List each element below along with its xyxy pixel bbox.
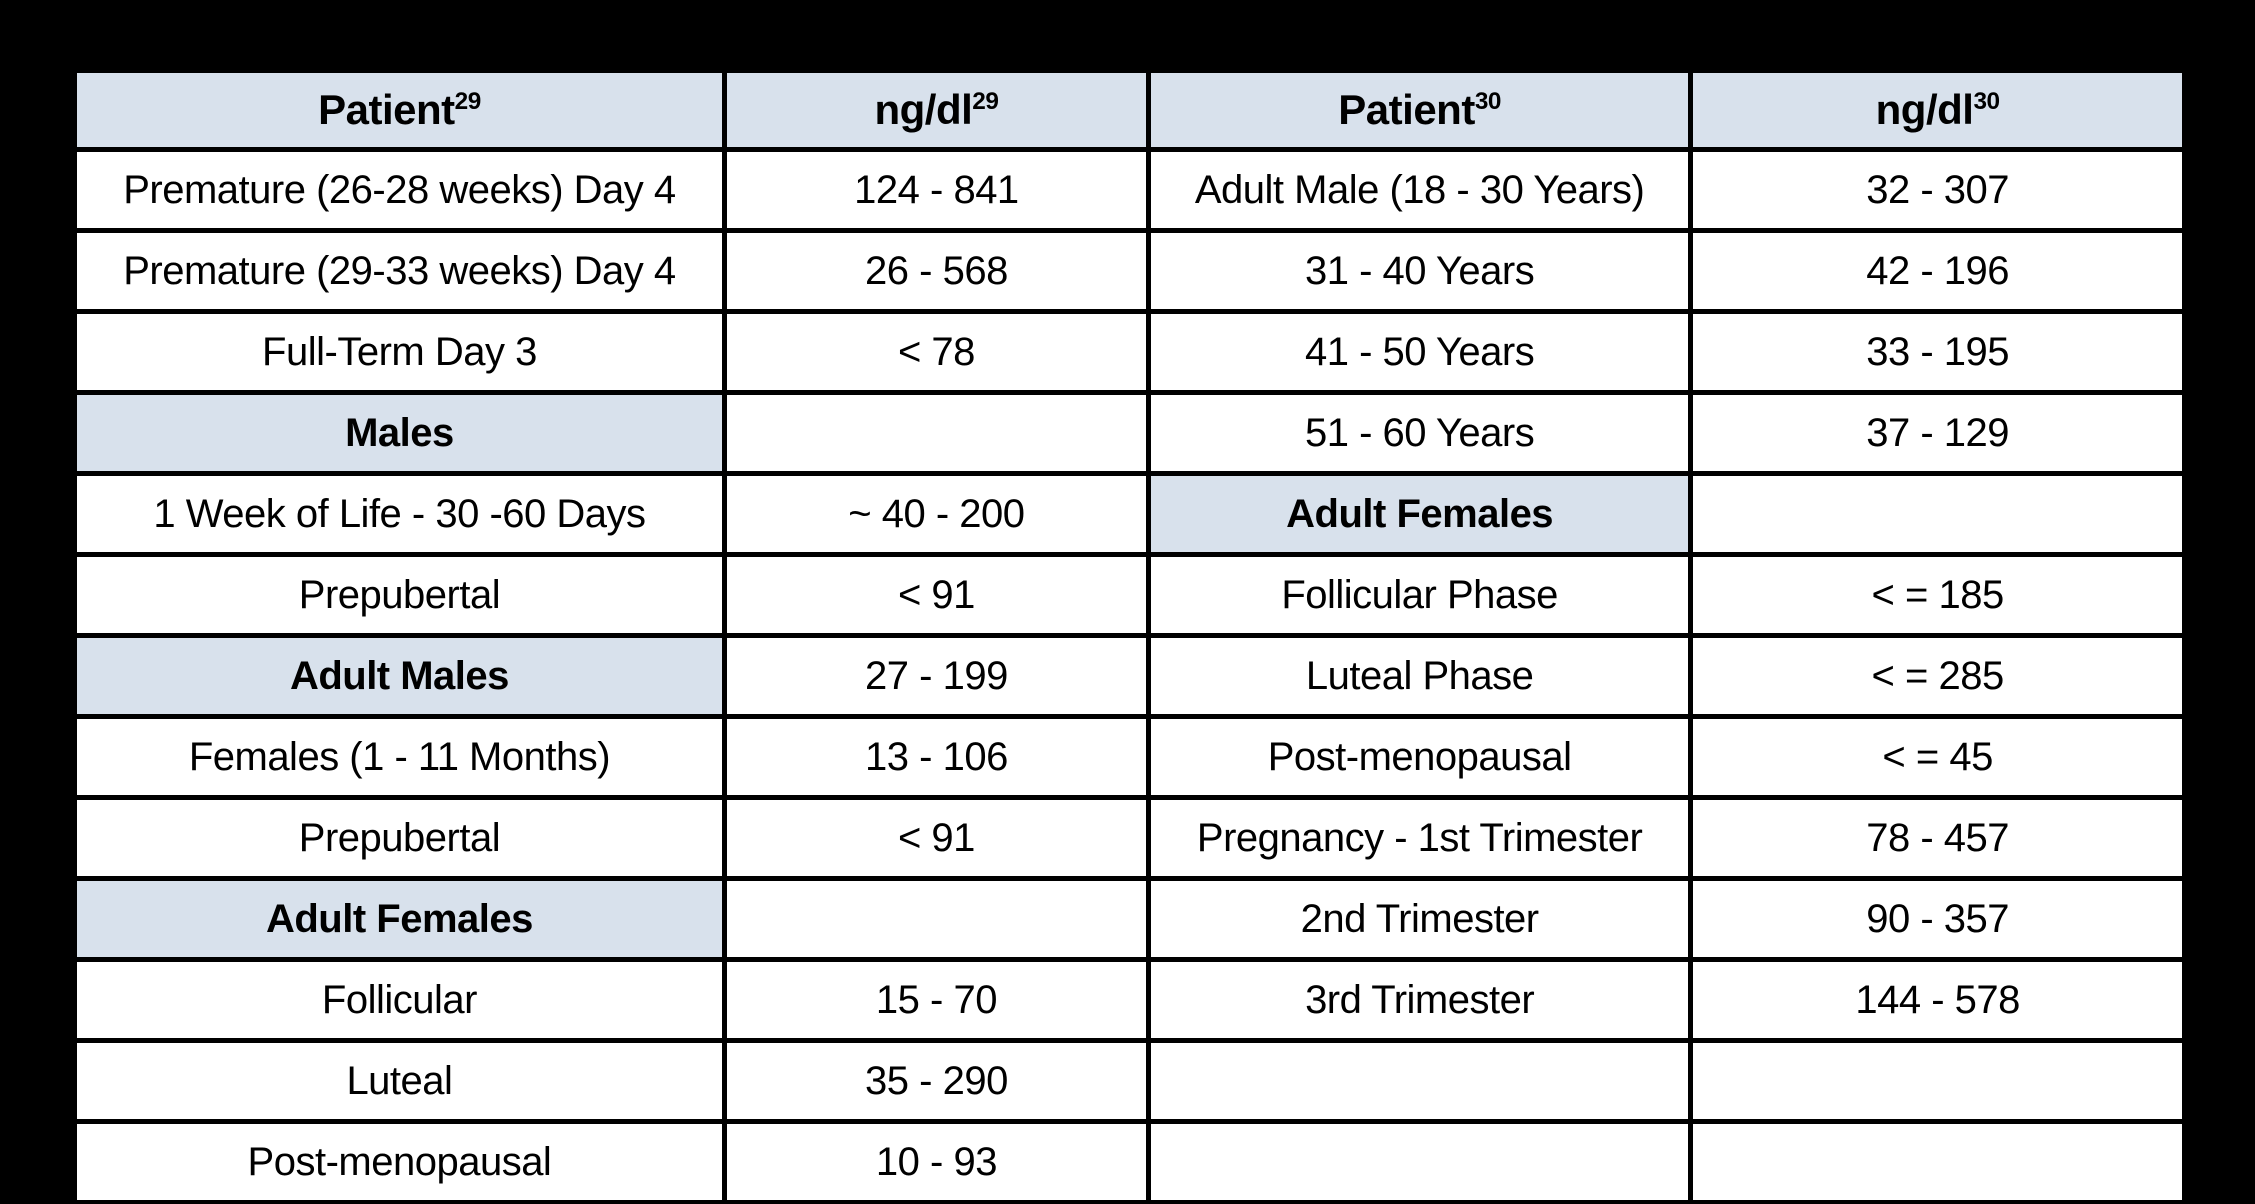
- col-header-ngdl-29-label: ng/dl: [874, 86, 973, 133]
- col-header-ngdl-30-label: ng/dl: [1875, 86, 1974, 133]
- footnote-ref-30: 30: [1474, 88, 1502, 115]
- patient-cell: 3rd Trimester: [1145, 957, 1694, 1043]
- col-header-ngdl-29: ng/dl29: [721, 68, 1151, 152]
- patient-cell: Premature (26-28 weeks) Day 4: [72, 147, 727, 233]
- value-cell: 15 - 70: [721, 957, 1151, 1043]
- section-header-cell-adult-males: Adult Males: [72, 633, 727, 719]
- value-cell: < 91: [721, 552, 1151, 638]
- patient-cell: 1 Week of Life - 30 -60 Days: [72, 471, 727, 557]
- section-header-cell-adult-females-left: Adult Females: [72, 876, 727, 962]
- table-row: Premature (26-28 weeks) Day 4 124 - 841 …: [72, 147, 2187, 233]
- value-cell: 42 - 196: [1688, 228, 2187, 314]
- value-cell: 124 - 841: [721, 147, 1151, 233]
- section-header-cell-males: Males: [72, 390, 727, 476]
- value-cell: 26 - 568: [721, 228, 1151, 314]
- col-header-patient-29-label: Patient: [318, 86, 455, 133]
- value-cell: < = 185: [1688, 552, 2187, 638]
- table-row: Post-menopausal 10 - 93: [72, 1119, 2187, 1204]
- patient-cell: 41 - 50 Years: [1145, 309, 1694, 395]
- table-row: Full-Term Day 3 < 78 41 - 50 Years 33 - …: [72, 309, 2187, 395]
- col-header-patient-30: Patient30: [1145, 68, 1694, 152]
- value-cell: [721, 390, 1151, 476]
- table-row: Adult Males 27 - 199 Luteal Phase < = 28…: [72, 633, 2187, 719]
- patient-cell: Prepubertal: [72, 552, 727, 638]
- value-cell: [1688, 1038, 2187, 1124]
- patient-cell: 31 - 40 Years: [1145, 228, 1694, 314]
- table-row: 1 Week of Life - 30 -60 Days ~ 40 - 200 …: [72, 471, 2187, 557]
- value-cell: < = 285: [1688, 633, 2187, 719]
- table-row: Males 51 - 60 Years 37 - 129: [72, 390, 2187, 476]
- value-cell: [721, 876, 1151, 962]
- value-cell: < 91: [721, 795, 1151, 881]
- patient-cell: [1145, 1119, 1694, 1204]
- patient-cell: Females (1 - 11 Months): [72, 714, 727, 800]
- value-cell: < = 45: [1688, 714, 2187, 800]
- table-row: Luteal 35 - 290: [72, 1038, 2187, 1124]
- value-cell: 13 - 106: [721, 714, 1151, 800]
- patient-cell: 2nd Trimester: [1145, 876, 1694, 962]
- table-row: Adult Females 2nd Trimester 90 - 357: [72, 876, 2187, 962]
- section-header-cell-adult-females-right: Adult Females: [1145, 471, 1694, 557]
- value-cell: 33 - 195: [1688, 309, 2187, 395]
- testosterone-reference-table: Patient29 ng/dl29 Patient30 ng/dl30 Prem…: [72, 68, 2187, 1204]
- col-header-patient-30-label: Patient: [1338, 86, 1475, 133]
- patient-cell: Adult Male (18 - 30 Years): [1145, 147, 1694, 233]
- value-cell: [1688, 471, 2187, 557]
- value-cell: 78 - 457: [1688, 795, 2187, 881]
- value-cell: 144 - 578: [1688, 957, 2187, 1043]
- footnote-ref-29: 29: [972, 88, 999, 115]
- patient-cell: Luteal: [72, 1038, 727, 1124]
- value-cell: ~ 40 - 200: [721, 471, 1151, 557]
- patient-cell: Full-Term Day 3: [72, 309, 727, 395]
- patient-cell: Follicular: [72, 957, 727, 1043]
- value-cell: 10 - 93: [721, 1119, 1151, 1204]
- table-row: Females (1 - 11 Months) 13 - 106 Post-me…: [72, 714, 2187, 800]
- table-row: Prepubertal < 91 Pregnancy - 1st Trimest…: [72, 795, 2187, 881]
- patient-cell: Pregnancy - 1st Trimester: [1145, 795, 1694, 881]
- value-cell: 37 - 129: [1688, 390, 2187, 476]
- table-row: Prepubertal < 91 Follicular Phase < = 18…: [72, 552, 2187, 638]
- value-cell: [1688, 1119, 2187, 1204]
- value-cell: 90 - 357: [1688, 876, 2187, 962]
- value-cell: < 78: [721, 309, 1151, 395]
- col-header-patient-29: Patient29: [72, 68, 727, 152]
- patient-cell: Luteal Phase: [1145, 633, 1694, 719]
- footnote-ref-30: 30: [1973, 88, 2000, 115]
- footnote-ref-29: 29: [454, 88, 482, 115]
- value-cell: 27 - 199: [721, 633, 1151, 719]
- patient-cell: Post-menopausal: [72, 1119, 727, 1204]
- value-cell: 35 - 290: [721, 1038, 1151, 1124]
- patient-cell: Post-menopausal: [1145, 714, 1694, 800]
- table-row: Follicular 15 - 70 3rd Trimester 144 - 5…: [72, 957, 2187, 1043]
- header-row: Patient29 ng/dl29 Patient30 ng/dl30: [72, 68, 2187, 152]
- value-cell: 32 - 307: [1688, 147, 2187, 233]
- patient-cell: 51 - 60 Years: [1145, 390, 1694, 476]
- table-row: Premature (29-33 weeks) Day 4 26 - 568 3…: [72, 228, 2187, 314]
- patient-cell: Follicular Phase: [1145, 552, 1694, 638]
- patient-cell: [1145, 1038, 1694, 1124]
- col-header-ngdl-30: ng/dl30: [1688, 68, 2187, 152]
- patient-cell: Premature (29-33 weeks) Day 4: [72, 228, 727, 314]
- patient-cell: Prepubertal: [72, 795, 727, 881]
